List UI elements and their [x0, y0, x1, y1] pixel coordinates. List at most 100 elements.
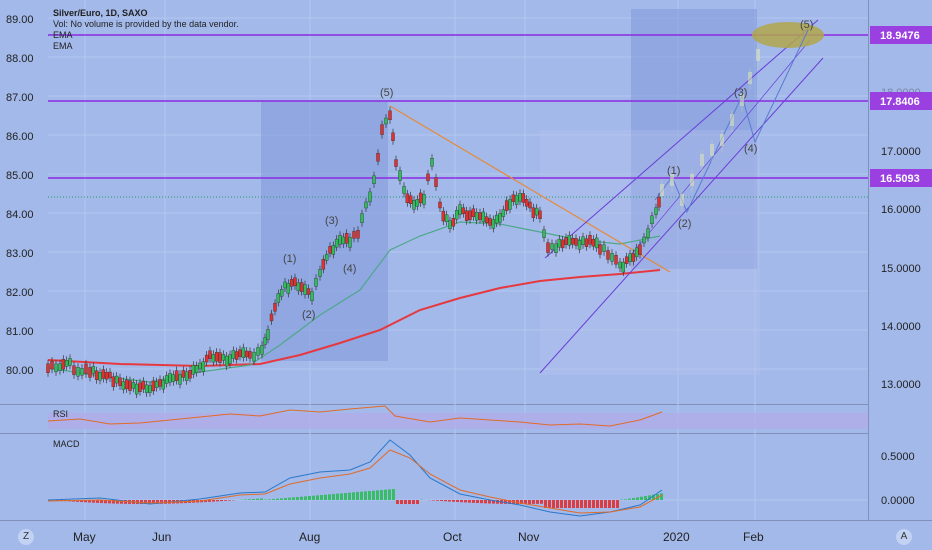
candle-body	[161, 379, 166, 390]
right-axis-tick: 13.0000	[881, 379, 921, 391]
macd-bar	[616, 500, 619, 508]
chart-legend: Silver/Euro, 1D, SAXO Vol: No volume is …	[53, 8, 239, 52]
candle-body	[650, 215, 654, 225]
right-axis-tick: 14.0000	[881, 321, 921, 333]
macd-bar	[444, 500, 447, 502]
macd-bar	[492, 500, 495, 504]
candle-body	[344, 233, 349, 244]
macd-bar	[344, 493, 347, 500]
candle-body	[631, 253, 636, 262]
candle-body	[318, 269, 322, 277]
macd-bar	[376, 490, 379, 500]
candle-body	[451, 217, 456, 227]
macd-bar	[476, 500, 479, 504]
candle-body	[638, 244, 642, 255]
candle-body	[577, 240, 582, 250]
price-badge-text: 16.5093	[880, 173, 920, 185]
candle-body	[231, 350, 236, 359]
macd-bar	[484, 500, 487, 504]
macd-bar	[148, 500, 151, 504]
candle-body	[321, 259, 326, 270]
candle-body	[481, 211, 486, 223]
macd-bar	[92, 500, 95, 503]
macd-bar	[160, 500, 163, 504]
macd-bar	[152, 500, 155, 504]
ema-legend-1[interactable]: EMA	[53, 30, 73, 40]
candle-body	[211, 354, 216, 363]
candle-body	[474, 211, 479, 221]
ghost-candle-body	[660, 184, 664, 196]
range-box-fade	[540, 130, 760, 375]
candle-body	[194, 365, 199, 373]
candle-body	[461, 207, 466, 214]
candle-body	[138, 382, 142, 392]
auto-scale-button[interactable]: A	[896, 529, 912, 545]
macd-bar	[648, 495, 651, 500]
candle-body	[484, 216, 489, 223]
candle-body	[618, 261, 622, 269]
candle-body	[61, 359, 66, 370]
macd-bar	[576, 500, 579, 508]
candle-body	[58, 363, 62, 371]
symbol-title[interactable]: Silver/Euro, 1D, SAXO	[53, 8, 148, 18]
macd-bar	[144, 500, 147, 504]
candle-body	[144, 384, 149, 394]
candle-body	[234, 351, 239, 360]
macd-bar	[612, 500, 615, 508]
candle-body	[266, 329, 270, 340]
macd-bar	[524, 500, 527, 504]
macd-bar	[276, 498, 279, 500]
candle-body	[124, 379, 129, 390]
macd-bar	[580, 500, 583, 508]
macd-bar	[464, 500, 467, 503]
ghost-candle-body	[720, 134, 724, 146]
candle-body	[384, 117, 388, 125]
macd-bar	[540, 500, 543, 504]
rsi-band	[48, 413, 868, 429]
candle-body	[398, 170, 402, 181]
candle-body	[422, 194, 426, 205]
left-axis-tick: 85.00	[6, 170, 34, 182]
ema-legend-2[interactable]: EMA	[53, 41, 73, 51]
ghost-candle-body	[680, 194, 684, 206]
wave-label: (1)	[283, 253, 296, 265]
candle-body	[228, 354, 232, 364]
candle-body	[276, 293, 281, 303]
left-axis-tick: 82.00	[6, 287, 34, 299]
candles	[46, 106, 661, 399]
macd-bar	[352, 492, 355, 500]
ghost-candle-body	[748, 72, 752, 84]
candle-body	[328, 246, 332, 254]
candle-body	[504, 200, 509, 211]
time-axis-label: Feb	[743, 530, 764, 544]
zoom-toggle-button[interactable]: Z	[18, 529, 34, 545]
macd-bar	[556, 500, 559, 508]
macd-bar	[336, 493, 339, 500]
candle-body	[550, 243, 554, 250]
macd-bar	[300, 496, 303, 500]
macd-pane[interactable]	[0, 434, 868, 520]
candle-body	[418, 192, 423, 204]
price-badge-text: 17.8406	[880, 96, 920, 108]
candle-body	[158, 379, 162, 387]
candle-body	[341, 236, 346, 245]
macd-bar	[608, 500, 611, 508]
candle-body	[306, 288, 311, 295]
candle-body	[591, 239, 596, 247]
macd-bar	[212, 500, 215, 502]
candle-body	[293, 277, 297, 286]
candle-body	[256, 347, 260, 356]
candle-body	[610, 252, 614, 262]
candle-body	[303, 284, 307, 295]
candle-body	[542, 229, 546, 238]
candle-body	[657, 196, 661, 208]
candle-body	[528, 201, 532, 209]
macd-bar	[272, 499, 275, 500]
candle-body	[154, 381, 159, 388]
macd-bar	[372, 490, 375, 500]
macd-bar	[468, 500, 471, 503]
candle-body	[402, 186, 406, 194]
left-axis-tick: 89.00	[6, 14, 34, 26]
macd-bar	[328, 494, 331, 500]
